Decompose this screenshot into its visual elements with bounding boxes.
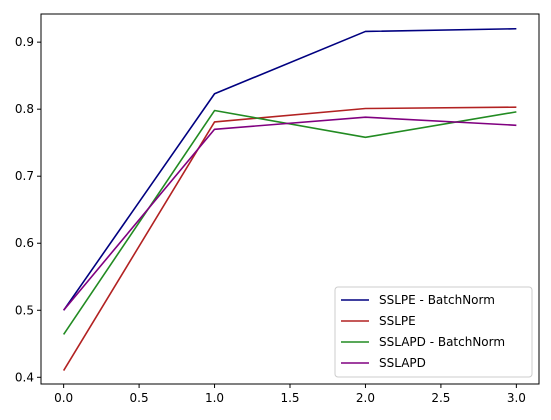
plot-frame bbox=[40, 13, 540, 385]
plot-lines bbox=[62, 27, 517, 372]
legend-label: SSLPE bbox=[379, 314, 416, 328]
x-tick-label: 3.0 bbox=[507, 391, 526, 405]
legend-label: SSLAPD - BatchNorm bbox=[379, 335, 505, 349]
legend-box bbox=[334, 286, 533, 378]
y-tick-label: 0.4 bbox=[15, 370, 34, 384]
y-tick-label: 0.9 bbox=[15, 35, 34, 49]
legend-label: SSLAPD bbox=[379, 356, 426, 370]
axis-ticks: 0.0 0.5 1.0 1.5 2.0 2.5 3.0 0.4 0.5 0.6 0.7 0.8 0.9 bbox=[15, 35, 526, 405]
y-tick-label: 0.6 bbox=[15, 236, 34, 250]
legend: SSLPE - BatchNorm SSLPE SSLAPD - BatchNorm… bbox=[334, 286, 533, 378]
y-tick-label: 0.5 bbox=[15, 303, 34, 317]
y-tick-label: 0.8 bbox=[15, 102, 34, 116]
x-tick-label: 2.5 bbox=[431, 391, 450, 405]
x-tick-label: 1.5 bbox=[280, 391, 299, 405]
x-tick-label: 1.0 bbox=[205, 391, 224, 405]
series-line-0 bbox=[62, 27, 517, 311]
y-tick-label: 0.7 bbox=[15, 169, 34, 183]
x-tick-label: 0.5 bbox=[130, 391, 149, 405]
x-tick-label: 0.0 bbox=[54, 391, 73, 405]
series-line-1 bbox=[62, 106, 517, 372]
legend-label: SSLPE - BatchNorm bbox=[379, 293, 495, 307]
x-tick-label: 2.0 bbox=[356, 391, 375, 405]
series-line-3 bbox=[63, 116, 517, 311]
